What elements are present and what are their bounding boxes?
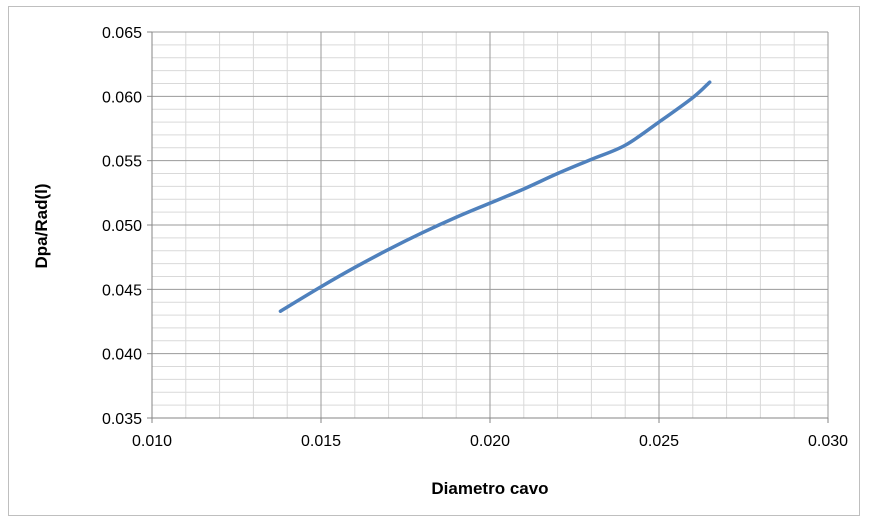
y-tick-label: 0.035 xyxy=(102,411,142,428)
y-tick-label: 0.040 xyxy=(102,347,142,364)
series-group xyxy=(278,80,712,313)
x-tick-label: 0.030 xyxy=(808,433,848,450)
chart-frame xyxy=(8,6,860,516)
y-tick-label: 0.045 xyxy=(102,282,142,299)
x-tick-labels: 0.010 0.015 0.020 0.025 0.030 xyxy=(132,433,848,450)
major-gridlines xyxy=(152,31,829,418)
y-tick-label: 0.055 xyxy=(102,154,142,171)
x-tick-label: 0.015 xyxy=(301,433,341,450)
y-axis-label: Dpa/Rad(l) xyxy=(32,184,51,269)
y-tick-label: 0.065 xyxy=(102,25,142,42)
axes xyxy=(147,31,829,423)
series-line xyxy=(278,80,712,313)
y-tick-label: 0.060 xyxy=(102,89,142,106)
y-tick-label: 0.050 xyxy=(102,218,142,235)
x-axis-label: Diametro cavo xyxy=(431,479,548,498)
x-tick-label: 0.010 xyxy=(132,433,172,450)
x-tick-label: 0.025 xyxy=(639,433,679,450)
x-tick-label: 0.020 xyxy=(470,433,510,450)
y-tick-labels: 0.035 0.040 0.045 0.050 0.055 0.060 0.065 xyxy=(102,25,142,428)
